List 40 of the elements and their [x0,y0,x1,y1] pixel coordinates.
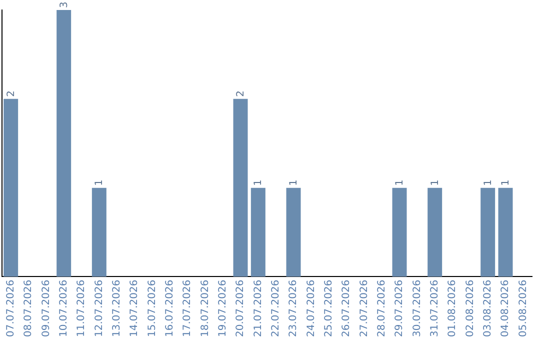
x-tick-label: 19.07.2026 [217,280,228,338]
x-tick-label: 03.08.2026 [482,280,494,338]
x-tick-label: 29.07.2026 [394,280,406,338]
x-tick-label: 25.07.2026 [323,280,334,338]
data-label: 1 [288,179,300,186]
x-tick-label: 22.07.2026 [270,280,282,338]
data-label: 1 [94,179,106,186]
data-label: 2 [236,90,246,97]
data-label: 2 [6,90,17,97]
x-tick-label: 01.08.2026 [447,280,458,338]
data-label: 1 [253,179,264,186]
x-tick-label: 13.07.2026 [111,280,122,338]
x-tick-label: 04.08.2026 [500,280,512,338]
x-tick-label: 11.07.2026 [76,280,88,338]
x-tick-label: 21.07.2026 [252,280,264,338]
x-tick-label: 09.07.2026 [40,280,52,338]
x-tick-label: 26.07.2026 [341,280,352,338]
x-tick-label: 28.07.2026 [376,280,388,338]
x-tick-label: 20.07.2026 [235,280,246,338]
data-label: 1 [482,179,494,186]
x-tick-label: 14.07.2026 [129,280,140,338]
data-label: 3 [58,2,70,8]
x-tick-label: 07.07.2026 [5,280,16,338]
x-tick-label: 05.08.2026 [518,280,529,338]
x-tick-label: 08.07.2026 [23,280,34,338]
x-tick-label: 31.07.2026 [429,280,440,338]
x-tick-label: 30.07.2026 [412,280,423,338]
x-tick-label: 24.07.2026 [306,280,317,338]
x-tick-label: 27.07.2026 [358,280,370,338]
x-tick-label: 10.07.2026 [58,280,70,338]
x-tick-label: 12.07.2026 [94,280,105,338]
x-tick-label: 15.07.2026 [146,280,158,338]
data-label: 1 [500,179,512,186]
x-tick-label: 18.07.2026 [200,280,211,338]
x-tick-label: 16.07.2026 [164,280,176,338]
x-tick-label: 17.07.2026 [182,280,194,338]
x-tick-label: 23.07.2026 [288,280,300,338]
x-tick-label: 02.08.2026 [464,280,476,338]
data-label: 1 [394,179,406,186]
data-label: 1 [430,179,441,186]
